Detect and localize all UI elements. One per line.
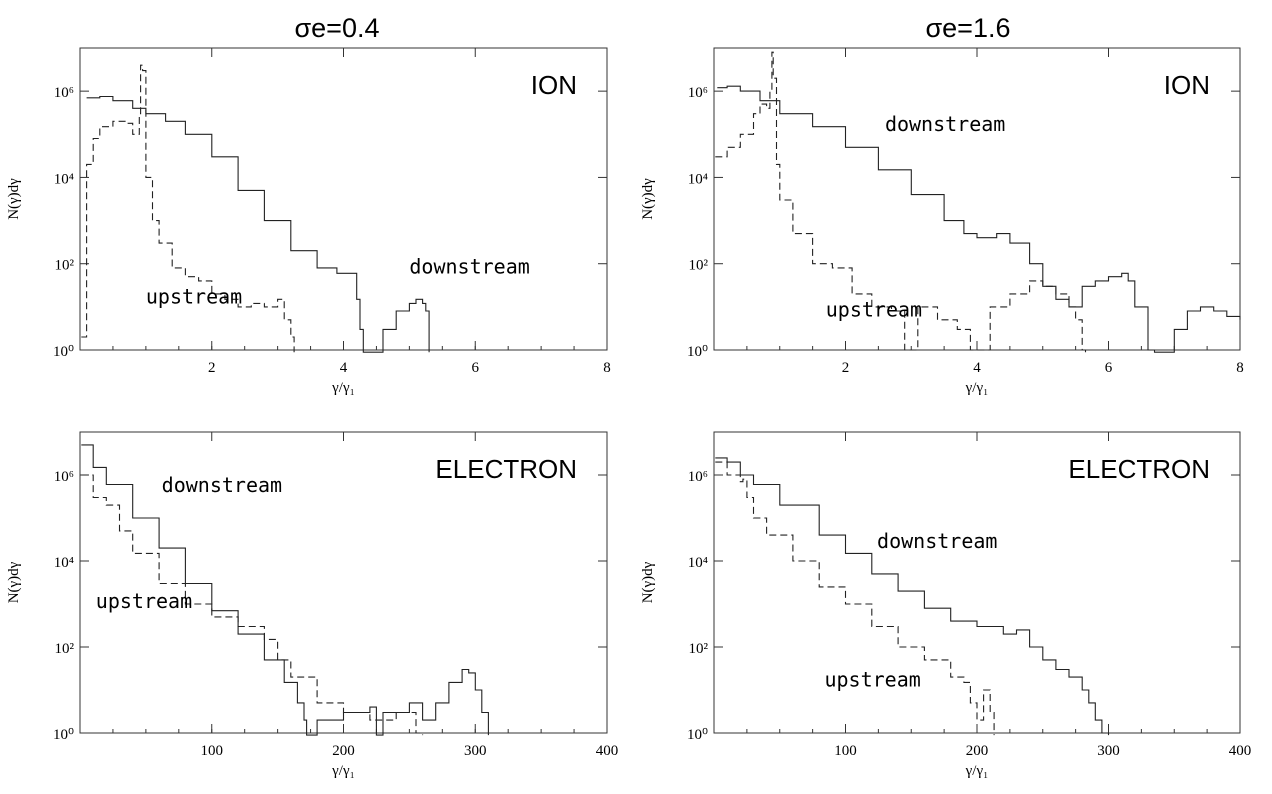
- p0-y-tick-label: 10⁶: [54, 85, 74, 101]
- p2-annotation-downstream: downstream: [162, 473, 282, 497]
- p0-x-tick-label: 6: [472, 360, 480, 376]
- p0-y-tick-label: 10⁴: [54, 171, 74, 187]
- p0-x-tick-label: 4: [340, 360, 348, 376]
- p3-y-tick-label: 10⁰: [687, 727, 708, 743]
- p3-annotation-upstream: upstream: [824, 668, 920, 692]
- p1-y-tick-label: 10⁴: [688, 171, 708, 187]
- p1-x-tick-label: 4: [973, 360, 981, 376]
- p3-annotation-downstream: downstream: [877, 529, 997, 553]
- p3-x-axis-label: γ/γ₁: [965, 763, 989, 779]
- p2-y-tick-label: 10⁰: [53, 727, 74, 743]
- p3-x-tick-label: 200: [966, 743, 989, 759]
- p0-series-upstream: [81, 64, 295, 353]
- p0-annotation-downstream: downstream: [409, 254, 529, 278]
- column-title-right: σe=1.6: [926, 13, 1011, 43]
- p1-x-axis-label: γ/γ₁: [965, 380, 989, 396]
- p2-y-tick-label: 10²: [55, 641, 75, 657]
- p0-particle-label: ION: [531, 70, 577, 100]
- column-title-left: σe=0.4: [295, 13, 380, 43]
- p2-x-tick-label: 200: [332, 743, 355, 759]
- p2-annotation-upstream: upstream: [96, 589, 192, 613]
- p3-y-tick-label: 10²: [689, 641, 709, 657]
- p3-series-upstream: [715, 461, 995, 736]
- p1-y-axis-label: N(γ)dγ: [640, 178, 656, 220]
- electron-panel-sigma-0-4: 100 200 300 400 10⁰ 10² 10⁴ 10⁶ γ/γ₁ N(γ)dγ ELECTR…: [6, 431, 619, 779]
- p0-y-tick-label: 10⁰: [53, 344, 74, 360]
- ion-panel-sigma-1-6: 2 4 6 8 10⁰ 10² 10⁴ 10⁶ γ/γ₁ N(γ)dγ ION downstream u…: [640, 47, 1244, 396]
- p2-x-axis-label: γ/γ₁: [331, 763, 355, 779]
- electron-panel-sigma-1-6: 100 200 300 400 10⁰ 10² 10⁴ 10⁶ γ/γ₁ N(γ)dγ ELECTR…: [640, 431, 1252, 779]
- p2-series-downstream: [81, 444, 489, 736]
- p1-annotation-downstream: downstream: [885, 112, 1005, 136]
- p3-x-tick-label: 100: [834, 743, 857, 759]
- p1-annotation-upstream: upstream: [826, 297, 922, 321]
- p3-series-downstream: [715, 457, 1110, 736]
- ion-panel-sigma-0-4: 2 4 6 8 10⁰ 10² 10⁴ 10⁶ γ/γ₁ N(γ)dγ ION downstream u…: [6, 47, 611, 396]
- p2-y-tick-label: 10⁶: [54, 469, 74, 485]
- p0-x-axis-label: γ/γ₁: [331, 380, 355, 396]
- p2-series-upstream: [81, 474, 424, 736]
- p1-x-tick-label: 6: [1105, 360, 1113, 376]
- p3-y-tick-label: 10⁴: [688, 555, 708, 571]
- p2-y-axis-label: N(γ)dγ: [6, 561, 22, 603]
- p0-x-tick-label: 2: [208, 360, 216, 376]
- p2-x-tick-label: 100: [201, 743, 224, 759]
- p3-particle-label: ELECTRON: [1068, 454, 1210, 484]
- p3-y-axis-label: N(γ)dγ: [640, 561, 656, 603]
- p3-y-tick-label: 10⁶: [688, 469, 708, 485]
- p3-x-tick-label: 300: [1097, 743, 1120, 759]
- p2-x-tick-label: 400: [596, 743, 619, 759]
- p0-annotation-upstream: upstream: [146, 284, 242, 308]
- p0-x-tick-label: 8: [603, 360, 611, 376]
- p3-x-tick-label: 400: [1229, 743, 1252, 759]
- p1-y-tick-label: 10⁶: [688, 85, 708, 101]
- p0-series-downstream: [86, 95, 430, 353]
- p1-x-tick-label: 2: [842, 360, 850, 376]
- p0-y-tick-label: 10²: [55, 258, 75, 274]
- p2-y-tick-label: 10⁴: [54, 555, 74, 571]
- p1-y-tick-label: 10²: [689, 258, 709, 274]
- p1-x-tick-label: 8: [1236, 360, 1244, 376]
- p0-y-axis-label: N(γ)dγ: [6, 178, 22, 220]
- p2-x-tick-label: 300: [464, 743, 487, 759]
- p1-y-tick-label: 10⁰: [687, 344, 708, 360]
- p1-particle-label: ION: [1164, 70, 1210, 100]
- p1-plot-frame: [713, 47, 1241, 351]
- p2-particle-label: ELECTRON: [435, 454, 577, 484]
